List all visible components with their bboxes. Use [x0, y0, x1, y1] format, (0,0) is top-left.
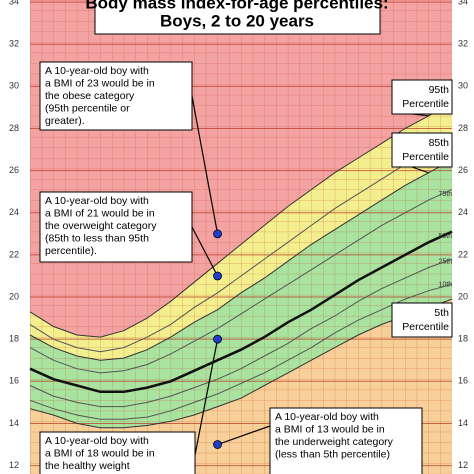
example-point — [213, 334, 222, 344]
percentile-line — [29, 283, 453, 420]
overlay: 12 12 14 14 16 16 18 18 20 20 22 22 24 24 26 26 28 28 30 30… — [9, 0, 468, 474]
chart-title: Body mass index-for-age percentiles: — [85, 0, 388, 12]
y-tick-label: 24 — [9, 207, 19, 217]
y-tick-label-right: 30 — [458, 81, 468, 91]
annotation-box — [39, 61, 193, 131]
percentile-tag-suffix: Percentile — [402, 321, 449, 333]
y-tick-label-right: 28 — [458, 123, 468, 133]
y-tick-label-right: 34 — [458, 0, 468, 6]
y-tick-label: 14 — [9, 418, 19, 428]
annotation-line: A 10-year-old boy with — [45, 195, 149, 207]
percentile-tag: 95th — [429, 84, 450, 96]
y-tick-label-right: 14 — [458, 418, 468, 428]
example-point — [213, 271, 222, 281]
annotation-line: a BMI of 18 would be in — [45, 447, 155, 459]
chart-subtitle: Boys, 2 to 20 years — [160, 11, 314, 30]
curve-label: 50th — [439, 233, 453, 240]
y-tick-label: 16 — [9, 376, 19, 386]
y-tick-label: 30 — [9, 81, 19, 91]
annotation-line: the overweight category — [45, 220, 157, 232]
percentile-line — [29, 159, 453, 361]
tag-box — [391, 79, 453, 115]
y-tick-label-right: 22 — [458, 249, 468, 259]
y-tick-label-right: 32 — [458, 39, 468, 49]
y-tick-label: 28 — [9, 123, 19, 133]
percentile-tag-suffix: Percentile — [402, 98, 449, 110]
y-tick-label-right: 18 — [458, 334, 468, 344]
y-tick-label-right: 12 — [458, 460, 468, 470]
y-tick-label: 18 — [9, 334, 19, 344]
percentile-tag-suffix: Percentile — [402, 151, 449, 163]
annotation-line: the underweight category — [275, 436, 394, 448]
annotation-line: (less than 5th percentile) — [275, 448, 390, 460]
title-box: Body mass index-for-age percentiles: Boy… — [85, 0, 389, 35]
percentile-line — [29, 230, 453, 394]
percentile-tag: 85th — [429, 137, 450, 149]
y-tick-label: 20 — [9, 291, 19, 301]
tag-box — [391, 302, 453, 338]
annotation-line: (95th percentile or — [45, 102, 130, 114]
annotation-line: a BMI of 23 would be in — [45, 77, 155, 89]
example-point — [213, 440, 222, 449]
tag-box — [391, 132, 453, 168]
annotation-leader — [194, 339, 219, 456]
annotation-line: A 10-year-old boy with — [45, 435, 149, 447]
percentile-line — [29, 100, 453, 338]
annotation-line: greater). — [45, 115, 85, 127]
annotation-line: a BMI of 21 would be in — [45, 207, 155, 219]
percentile-line — [29, 138, 453, 353]
annotation-box — [39, 431, 196, 474]
annotation-line: percentile). — [45, 245, 97, 257]
annotation-line: (85th to less than 95th — [45, 232, 149, 244]
y-tick-label-right: 26 — [458, 165, 468, 175]
y-tick-label-right: 20 — [458, 291, 468, 301]
annotation-leader — [217, 425, 271, 446]
annotation-box — [269, 407, 423, 474]
annotation-line: the obese category — [45, 90, 135, 102]
annotation-line: A 10-year-old boy with — [275, 411, 379, 423]
title-frame — [94, 0, 381, 35]
y-tick-label: 22 — [9, 249, 19, 259]
curve-label: 75th — [439, 191, 453, 198]
percentile-line — [29, 258, 453, 408]
y-tick-label: 34 — [9, 0, 19, 6]
curve-label: 10th — [439, 282, 453, 289]
example-point — [213, 229, 222, 239]
y-tick-label: 32 — [9, 39, 19, 49]
tag-leader — [411, 166, 429, 174]
curves — [29, 100, 453, 429]
percentile-line — [29, 298, 453, 429]
y-tick-label-right: 24 — [458, 207, 468, 217]
annotation-leader — [191, 226, 219, 277]
annotation-line: the healthy weight — [45, 460, 130, 472]
percentile-tag: 5th — [434, 307, 449, 319]
annotation-line: a BMI of 13 would be in — [275, 423, 385, 435]
y-tick-label: 12 — [9, 460, 19, 470]
curve-label: 25th — [439, 258, 453, 265]
y-tick-label: 26 — [9, 165, 19, 175]
annotation-line: A 10-year-old boy with — [45, 65, 149, 77]
percentile-line — [29, 189, 453, 374]
y-tick-label-right: 16 — [458, 376, 468, 386]
annotation-box — [39, 191, 193, 263]
annotation-leader — [191, 95, 219, 234]
